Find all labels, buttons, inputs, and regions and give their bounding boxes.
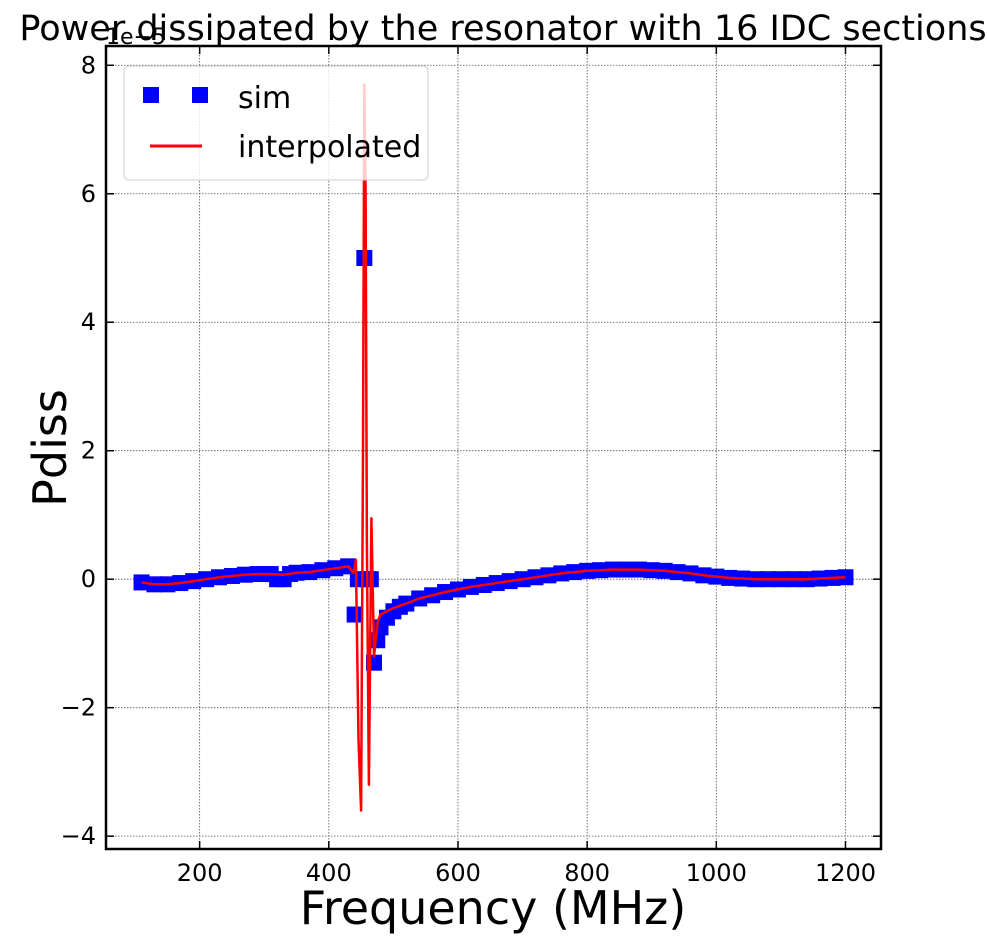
- legend-sim-marker-1: [143, 87, 159, 103]
- y-axis-offset-label: 1e−5: [106, 25, 166, 50]
- x-tick-label: 200: [177, 859, 223, 887]
- sim-point: [346, 606, 363, 623]
- x-tick-label: 1200: [815, 859, 876, 887]
- y-tick-label: 6: [81, 180, 96, 208]
- legend-sim-marker-2: [192, 87, 208, 103]
- y-tick-label: −4: [61, 822, 96, 850]
- y-tick-label: 4: [81, 308, 96, 336]
- y-tick-label: 8: [81, 51, 96, 79]
- y-tick-label: −2: [61, 694, 96, 722]
- x-tick-label: 1000: [686, 859, 747, 887]
- axis-ticks: 200 400 600 800 1000 1200 −4 −2 0 2 4 6 8: [61, 46, 881, 887]
- x-axis-label: Frequency (MHz): [300, 881, 687, 935]
- x-tick-label: 600: [435, 859, 481, 887]
- interpolated-series: [141, 83, 846, 812]
- interpolated-line: [141, 83, 846, 812]
- y-tick-label: 2: [81, 437, 96, 465]
- x-tick-label: 800: [564, 859, 610, 887]
- y-axis-label: Pdiss: [23, 389, 77, 507]
- sim-series: [133, 249, 854, 671]
- plot-frame: [104, 44, 883, 851]
- legend-sim-label: sim: [238, 81, 291, 116]
- legend-interpolated-label: interpolated: [238, 130, 421, 165]
- x-tick-label: 400: [306, 859, 352, 887]
- legend: sim interpolated: [123, 65, 429, 181]
- chart-title: Power dissipated by the resonator with 1…: [19, 9, 986, 49]
- y-tick-label: 0: [81, 565, 96, 593]
- grid: [106, 46, 881, 849]
